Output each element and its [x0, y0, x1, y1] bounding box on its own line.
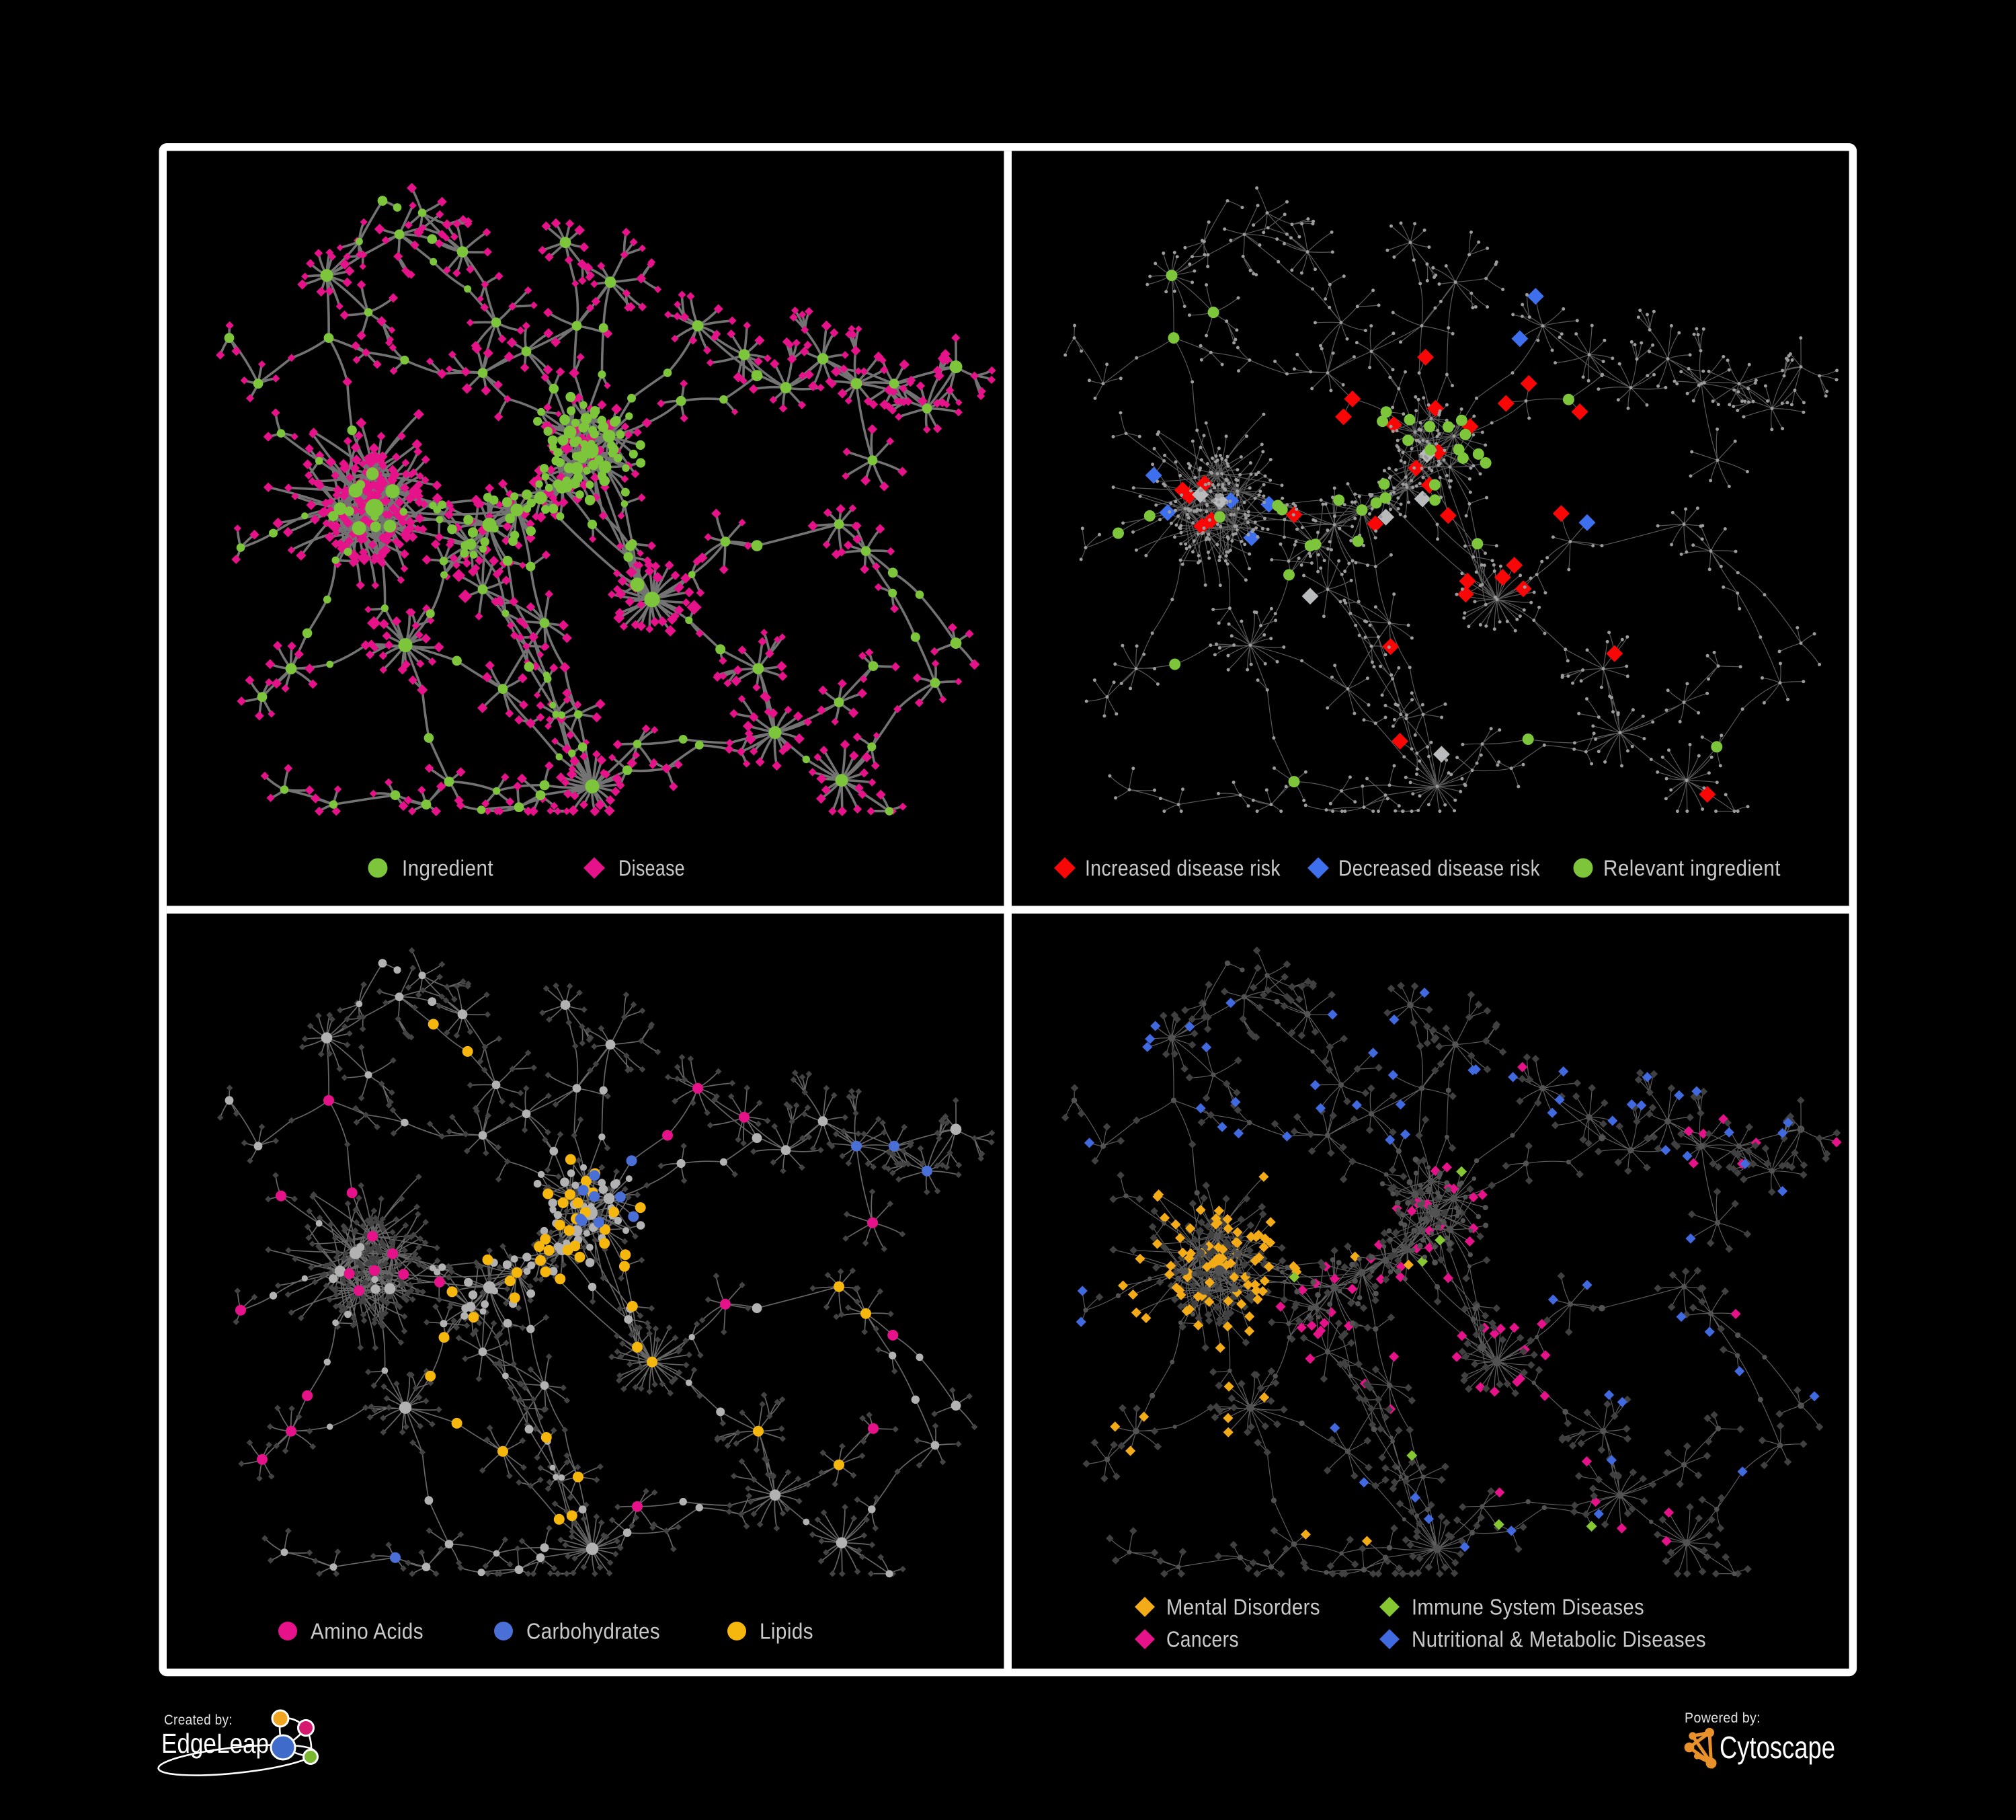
svg-text:Relevant ingredient: Relevant ingredient [1603, 856, 1781, 881]
svg-text:Mental Disorders: Mental Disorders [1166, 1595, 1320, 1620]
svg-text:Decreased disease risk: Decreased disease risk [1338, 856, 1540, 881]
svg-text:Amino Acids: Amino Acids [311, 1619, 424, 1644]
svg-text:Ingredient: Ingredient [402, 856, 493, 881]
svg-text:Lipids: Lipids [760, 1619, 813, 1644]
svg-text:EdgeLeap: EdgeLeap [161, 1728, 269, 1759]
svg-text:Carbohydrates: Carbohydrates [526, 1619, 660, 1644]
svg-text:Created by:: Created by: [164, 1712, 233, 1728]
svg-text:Nutritional & Metabolic Diseas: Nutritional & Metabolic Diseases [1412, 1627, 1706, 1652]
svg-text:Cytoscape: Cytoscape [1720, 1730, 1835, 1765]
svg-text:Cancers: Cancers [1166, 1627, 1239, 1652]
svg-text:Disease: Disease [618, 856, 685, 881]
svg-text:Immune System Diseases: Immune System Diseases [1412, 1595, 1644, 1620]
svg-text:Increased disease risk: Increased disease risk [1085, 856, 1281, 881]
svg-text:Powered by:: Powered by: [1685, 1710, 1761, 1726]
